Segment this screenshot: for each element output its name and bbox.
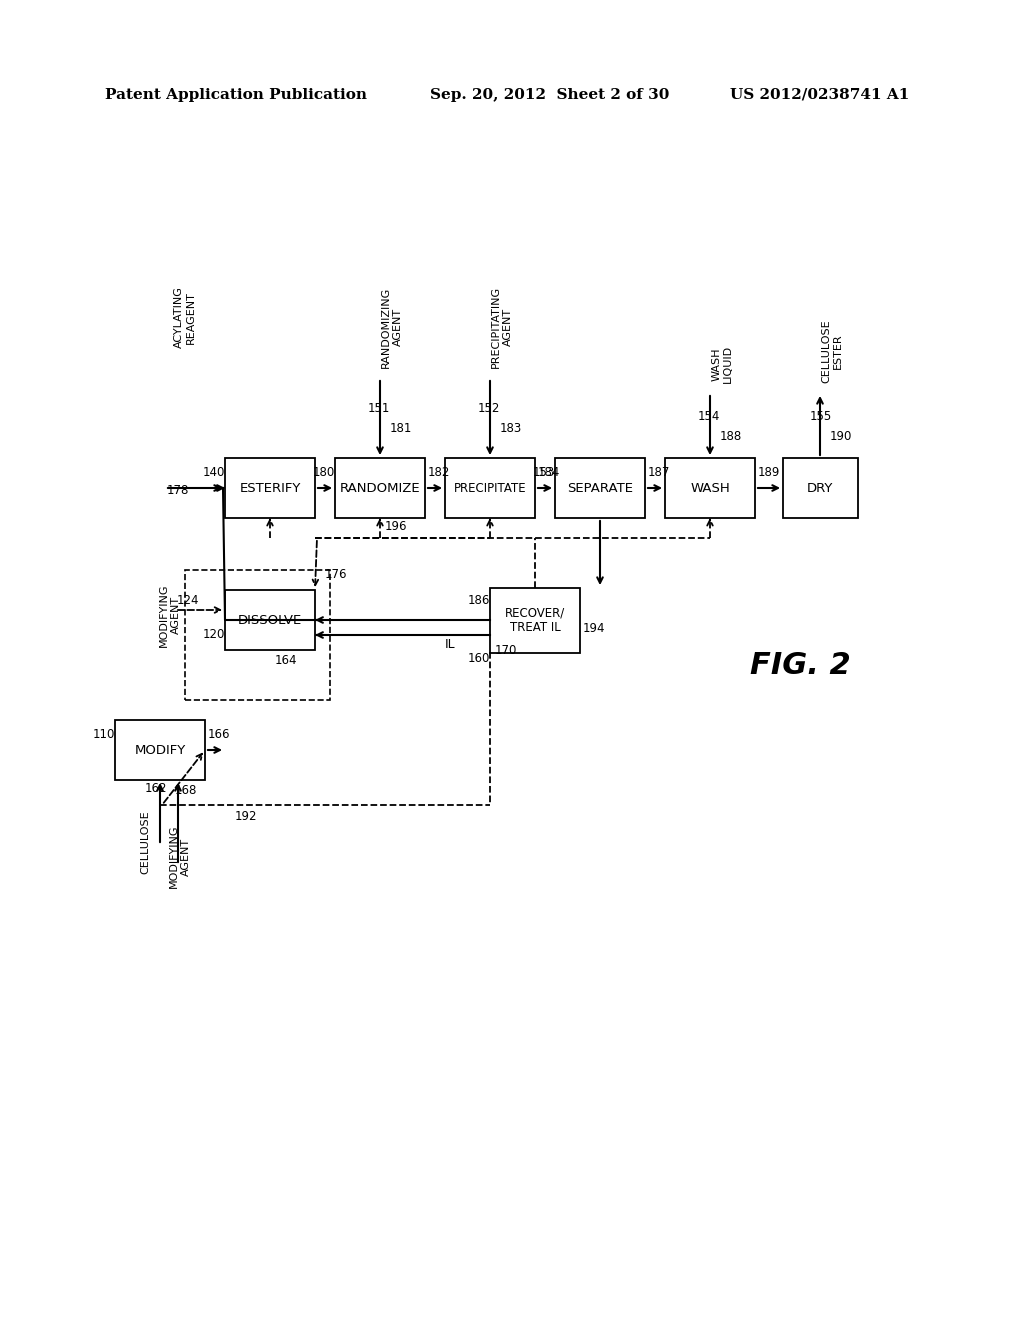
Text: WASH: WASH: [690, 482, 730, 495]
Text: RECOVER/
TREAT IL: RECOVER/ TREAT IL: [505, 606, 565, 634]
Text: 180: 180: [313, 466, 335, 479]
Text: ESTERIFY: ESTERIFY: [240, 482, 301, 495]
Text: 160: 160: [468, 652, 490, 664]
Text: 176: 176: [325, 569, 347, 582]
Text: PRECIPITATING
AGENT: PRECIPITATING AGENT: [492, 286, 513, 368]
Text: 168: 168: [175, 784, 198, 796]
Text: 194: 194: [583, 622, 605, 635]
Text: 184: 184: [538, 466, 560, 479]
Text: CELLULOSE
ESTER: CELLULOSE ESTER: [821, 319, 843, 383]
Text: Sep. 20, 2012  Sheet 2 of 30: Sep. 20, 2012 Sheet 2 of 30: [430, 88, 670, 102]
Bar: [665, 458, 755, 517]
Bar: [225, 458, 315, 517]
Text: 164: 164: [275, 653, 298, 667]
Text: FIG. 2: FIG. 2: [750, 651, 851, 680]
Text: 192: 192: [234, 810, 257, 824]
Text: Patent Application Publication: Patent Application Publication: [105, 88, 367, 102]
Text: 183: 183: [500, 421, 522, 434]
Text: MODIFYING
AGENT: MODIFYING AGENT: [169, 825, 190, 888]
Text: 188: 188: [720, 429, 742, 442]
Text: 162: 162: [145, 781, 168, 795]
Text: 166: 166: [208, 729, 230, 742]
Text: DRY: DRY: [807, 482, 834, 495]
Text: 152: 152: [478, 401, 501, 414]
Text: 190: 190: [830, 429, 852, 442]
Bar: [490, 587, 580, 652]
Text: 153: 153: [534, 466, 555, 479]
Text: RANDOMIZING
AGENT: RANDOMIZING AGENT: [381, 286, 402, 368]
Text: 110: 110: [93, 729, 116, 742]
Bar: [555, 458, 645, 517]
Text: 154: 154: [698, 409, 720, 422]
Bar: [225, 590, 315, 649]
Text: 181: 181: [390, 421, 413, 434]
Text: 186: 186: [468, 594, 490, 606]
Text: 140: 140: [203, 466, 225, 479]
Text: RANDOMIZE: RANDOMIZE: [340, 482, 420, 495]
Text: 178: 178: [167, 483, 189, 496]
Text: IL: IL: [444, 639, 456, 652]
Text: ACYLATING
REAGENT: ACYLATING REAGENT: [174, 286, 196, 348]
Bar: [445, 458, 535, 517]
Text: 187: 187: [648, 466, 671, 479]
Text: US 2012/0238741 A1: US 2012/0238741 A1: [730, 88, 909, 102]
Text: SEPARATE: SEPARATE: [567, 482, 633, 495]
Text: 170: 170: [495, 644, 517, 656]
Text: WASH
LIQUID: WASH LIQUID: [712, 345, 733, 383]
Text: 182: 182: [428, 466, 451, 479]
Text: 196: 196: [385, 520, 408, 532]
Text: PRECIPITATE: PRECIPITATE: [454, 482, 526, 495]
Bar: [115, 719, 205, 780]
Text: CELLULOSE: CELLULOSE: [140, 810, 150, 874]
Bar: [782, 458, 857, 517]
Text: 120: 120: [203, 628, 225, 642]
Bar: [335, 458, 425, 517]
Text: DISSOLVE: DISSOLVE: [238, 614, 302, 627]
Text: MODIFYING
AGENT: MODIFYING AGENT: [159, 583, 181, 647]
Text: MODIFY: MODIFY: [134, 743, 185, 756]
Text: 155: 155: [810, 409, 833, 422]
Text: 189: 189: [758, 466, 780, 479]
Bar: [185, 570, 330, 700]
Text: 124: 124: [177, 594, 200, 606]
Text: 151: 151: [368, 401, 390, 414]
